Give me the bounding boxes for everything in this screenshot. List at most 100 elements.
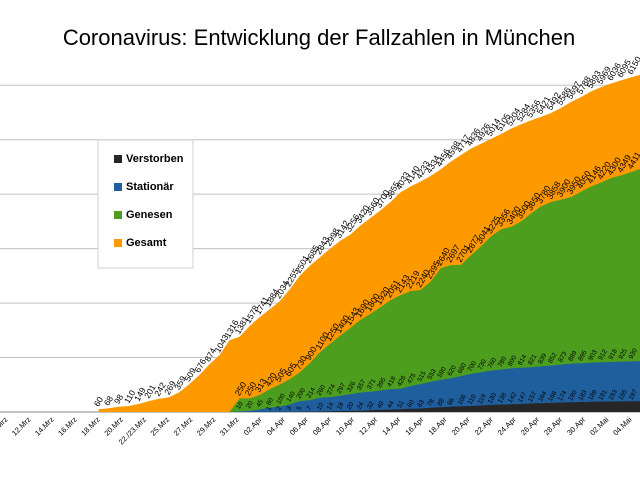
x-tick-label: 14.Mrz (33, 415, 56, 438)
data-label: 918 (607, 348, 619, 361)
x-tick-label: 28.Apr (542, 415, 564, 437)
data-label: 10 (235, 400, 245, 410)
data-label: 780 (497, 355, 509, 368)
x-tick-label: 16.Apr (403, 415, 425, 437)
area-stationr (0, 361, 640, 412)
data-label: 88 (436, 397, 446, 407)
data-label: 45 (255, 398, 265, 408)
legend-box (97, 139, 194, 269)
data-label: 44 (386, 400, 396, 410)
data-label: 40 (376, 400, 386, 410)
data-label: 274 (326, 383, 338, 396)
x-tick-label: 10.Mrz (0, 415, 10, 438)
x-tick-label: 27.Mrz (172, 415, 195, 438)
x-tick-label: 14.Apr (380, 415, 402, 437)
data-label: 428 (396, 374, 408, 387)
x-tick-label: 31.Mrz (218, 415, 241, 438)
data-label: 140 (285, 390, 297, 403)
legend-label: Genesen (126, 209, 173, 221)
x-tick-label: 18.Mrz (79, 415, 102, 438)
data-label: 395 (376, 376, 388, 389)
data-label: 180 (567, 389, 579, 402)
data-label: 147 (517, 391, 529, 404)
data-label: 191 (597, 388, 609, 401)
data-label: 68 (102, 394, 116, 407)
data-label: 260 (316, 384, 328, 397)
data-label: 5 (296, 405, 304, 412)
data-label: 197 (628, 388, 640, 401)
x-tick-label: 25.Mrz (149, 415, 172, 438)
data-label: 157 (527, 390, 539, 403)
data-label: 96 (446, 397, 456, 407)
data-label: 2 (275, 405, 283, 412)
x-tick-label: 02.Apr (242, 415, 264, 437)
x-tick-label: 08.Apr (311, 415, 333, 437)
data-label: 912 (597, 348, 609, 361)
x-tick-label: 30.Apr (565, 415, 587, 437)
data-label: 3 (285, 405, 293, 412)
data-label: 590 (436, 366, 448, 379)
data-label: 200 (296, 387, 308, 400)
data-label: 475 (406, 372, 418, 385)
data-label: 873 (557, 350, 569, 363)
legend-swatch (114, 211, 122, 219)
legend-swatch (114, 183, 122, 191)
data-label: 14 (326, 401, 336, 411)
x-tick-label: 04.Mai (611, 415, 634, 438)
x-tick-label: 02.Mai (588, 415, 611, 438)
legend-swatch (114, 239, 122, 247)
data-label: 297 (336, 382, 348, 395)
data-label: 174 (557, 389, 569, 402)
data-label: 760 (487, 356, 499, 369)
x-tick-label: 12.Mrz (10, 415, 33, 438)
data-label: 51 (396, 399, 406, 409)
data-label: 839 (537, 352, 549, 365)
x-tick-label: 16.Mrz (56, 415, 79, 438)
x-tick-label: 22.Apr (473, 415, 495, 437)
data-label: 195 (617, 388, 629, 401)
x-tick-label: 26.Apr (519, 415, 541, 437)
data-label: 515 (416, 370, 428, 383)
legend: Verstorben Stationär Genesen Gesamt (97, 139, 194, 269)
data-label: 553 (426, 368, 438, 381)
legend-label: Stationär (126, 181, 174, 193)
data-label: 32 (366, 400, 376, 410)
data-label: 660 (457, 362, 469, 375)
data-label: 24 (356, 401, 366, 411)
data-label: 100 (275, 392, 287, 405)
x-tick-label: 24.Apr (496, 415, 518, 437)
x-tick-label: 10.Apr (334, 415, 356, 437)
data-label: 895 (577, 349, 589, 362)
data-label: 889 (567, 349, 579, 362)
data-label: 193 (607, 388, 619, 401)
x-tick-label: 04.Apr (265, 415, 287, 437)
x-tick-label: 20.Apr (450, 415, 472, 437)
data-label: 371 (366, 378, 378, 391)
data-label: 130 (487, 392, 499, 405)
data-label: 110 (467, 393, 478, 406)
data-label: 925 (617, 347, 629, 360)
data-label: 418 (386, 375, 398, 388)
legend-label: Verstorben (126, 153, 184, 165)
data-label: 700 (467, 360, 479, 373)
data-label: 903 (587, 349, 599, 362)
data-label: 98 (112, 392, 126, 405)
data-label: 852 (547, 351, 559, 364)
x-tick-label: 12.Apr (357, 415, 379, 437)
data-label: 730 (477, 358, 489, 371)
area-genesen (0, 168, 640, 412)
area-series (0, 74, 640, 412)
x-tick-label: 18.Apr (427, 415, 449, 437)
chart-title: Coronavirus: Entwicklung der Fallzahlen … (63, 25, 575, 50)
data-label: 63 (416, 398, 426, 408)
data-label: 10 (316, 401, 326, 411)
data-label: 18 (336, 401, 346, 411)
data-label: 1 (265, 405, 273, 412)
x-axis-ticks: 10.Mrz 12.Mrz 14.Mrz 16.Mrz 18.Mrz 20.Mrz22./… (0, 415, 634, 447)
data-label: 800 (507, 354, 519, 367)
data-label: 326 (346, 380, 358, 393)
data-label: 189 (587, 388, 599, 401)
data-label: 142 (507, 391, 519, 404)
data-label: 106 (457, 393, 469, 406)
data-label: 168 (547, 390, 559, 403)
